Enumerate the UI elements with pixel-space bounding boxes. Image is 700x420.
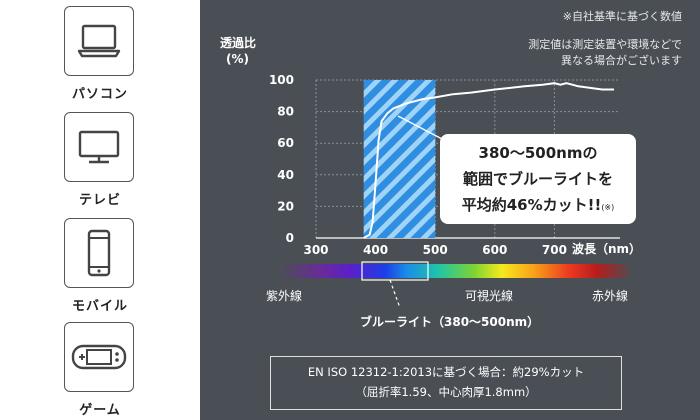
spectrum-bluelight-frame	[361, 261, 429, 281]
smartphone-icon	[64, 218, 134, 288]
device-label-game: ゲーム	[79, 403, 121, 418]
tv-icon	[64, 112, 134, 182]
visible-light-label: 可視光線	[465, 288, 513, 303]
y-tick-label: 40	[277, 168, 294, 182]
device-label-mobile: モバイル	[71, 299, 128, 314]
x-axis-ticks: 300 400 500 600 700	[303, 243, 566, 257]
chart-panel: 0 20 40 60 80 100 300 400 500 600 700 透過比 (%) 波長（…	[200, 0, 700, 420]
callout-line-1: 380～500nmの	[478, 144, 598, 162]
y-tick-label: 100	[269, 73, 294, 87]
bluelight-label: ブルーライト（380～500nm）	[360, 314, 539, 329]
game-console-icon	[64, 322, 134, 392]
standard-line-1: EN ISO 12312-1:2013に基づく場合：約29%カット	[307, 365, 585, 379]
y-axis-ticks: 0 20 40 60 80 100	[269, 73, 294, 245]
callout-line-3: 平均約46%カット!!(※)	[440, 192, 636, 221]
device-label-pc: パソコン	[71, 87, 128, 102]
callout-line-2: 範囲でブルーライトを	[462, 170, 613, 188]
laptop-icon	[64, 6, 134, 76]
spectrum-pointer-line	[389, 279, 401, 309]
ir-label: 赤外線	[592, 288, 628, 303]
note-line-1: ※自社基準に基づく数値	[562, 10, 682, 23]
uv-label: 紫外線	[266, 288, 302, 303]
note-line-2: 測定値は測定装置や環境などで	[528, 38, 682, 51]
callout-box: 380～500nmの 範囲でブルーライトを 平均約46%カット!!(※)	[440, 134, 636, 224]
y-axis-label: 透過比	[220, 35, 256, 50]
x-tick-label: 600	[482, 243, 507, 257]
standard-info-box: EN ISO 12312-1:2013に基づく場合：約29%カット （屈折率1.…	[270, 356, 622, 410]
y-tick-label: 80	[277, 105, 294, 119]
color-spectrum-bar	[280, 264, 632, 278]
callout-cut-text: 平均約46%カット!!	[461, 196, 602, 214]
y-tick-label: 60	[277, 136, 294, 150]
callout-pointer-line	[397, 115, 445, 141]
callout-footnote-mark: (※)	[601, 203, 615, 212]
x-tick-label: 700	[542, 243, 567, 257]
x-tick-label: 500	[423, 243, 448, 257]
bluelight-band	[363, 80, 436, 238]
device-mobile: モバイル	[64, 218, 136, 314]
transmittance-line	[363, 82, 614, 239]
device-tv: テレビ	[64, 112, 136, 208]
device-label-tv: テレビ	[78, 193, 121, 208]
device-pc: パソコン	[64, 6, 136, 102]
spectrum-chart: 0 20 40 60 80 100 300 400 500 600 700 透過比 (%) 波長（…	[220, 35, 641, 329]
device-game: ゲーム	[64, 322, 136, 418]
x-axis-label: 波長（nm）	[572, 241, 641, 256]
y-tick-label: 20	[277, 199, 294, 213]
note-line-3: 異なる場合がございます	[561, 54, 682, 67]
y-axis-unit: (%)	[226, 52, 249, 66]
x-tick-label: 400	[363, 243, 388, 257]
standard-line-2: （屈折率1.59、中心肉厚1.8mm）	[355, 385, 537, 399]
x-tick-label: 300	[303, 243, 328, 257]
y-tick-label: 0	[286, 231, 294, 245]
device-sidebar: パソコン テレビ モバイル ゲーム	[0, 0, 200, 420]
